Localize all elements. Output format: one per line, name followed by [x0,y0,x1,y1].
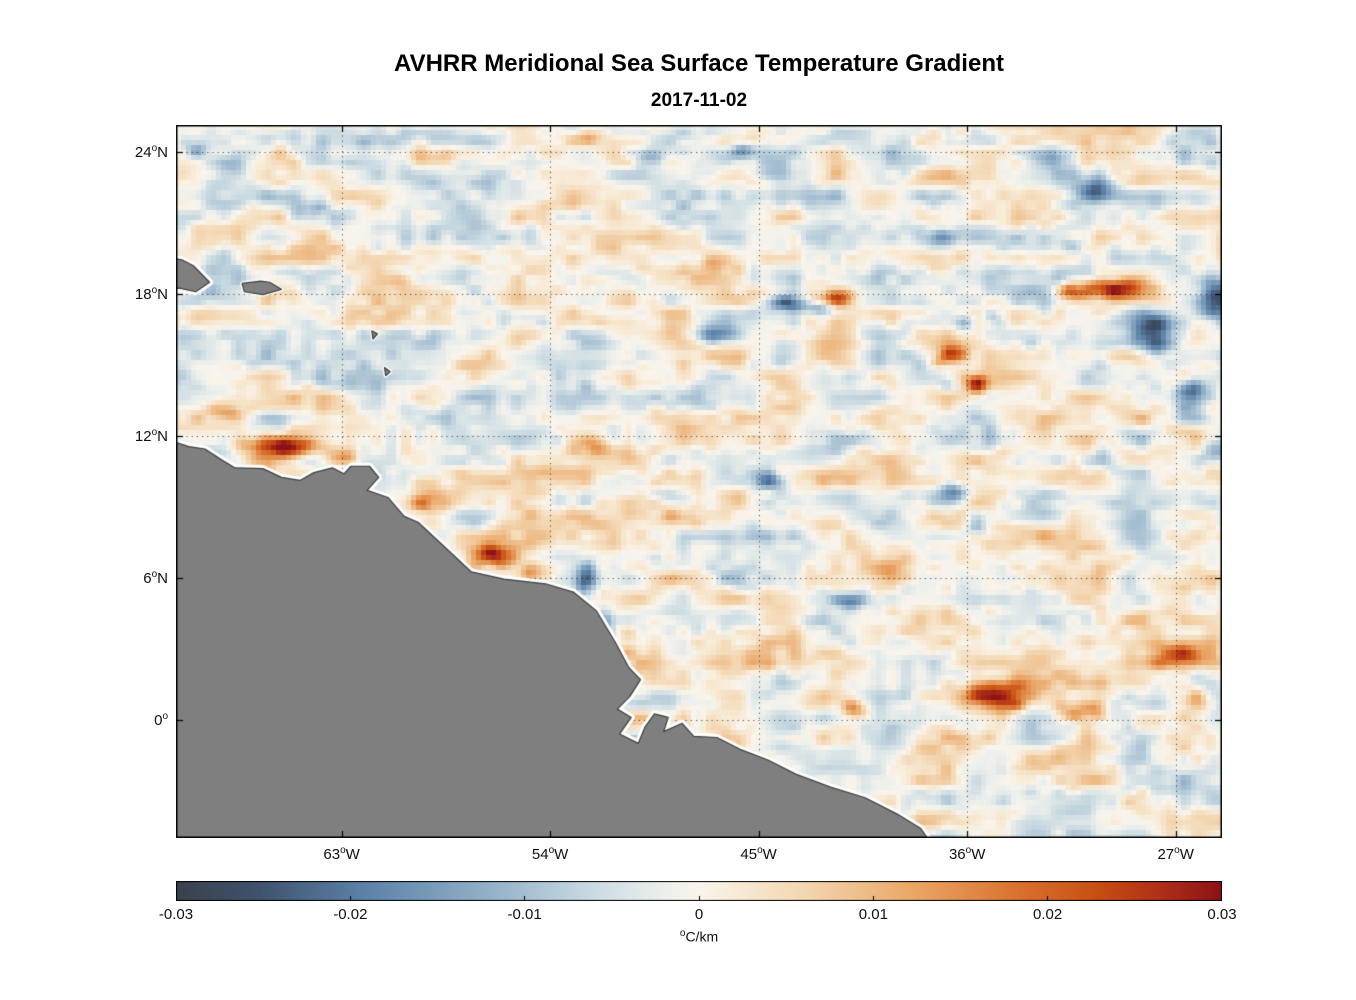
xtick-label-45W: 45oW [740,845,777,863]
xtick-label-36W: 36oW [948,845,986,863]
colorbar-tick-label-0.02: 0.02 [1033,906,1063,923]
xtick-label-63W: 63oW [323,845,360,863]
chart-title: AVHRR Meridional Sea Surface Temperature… [394,50,1004,77]
map-plot [176,125,1222,838]
unit-text: C/km [685,928,719,945]
colorbar-tick-label--0.03: -0.03 [158,906,194,923]
colorbar-tick-label--0.01: -0.01 [507,906,542,923]
ytick-label-18N: 18oN [134,285,168,304]
colorbar [176,881,1222,901]
ytick-label-0: 0o [154,710,168,729]
ytick-label-12N: 12oN [134,426,168,445]
ytick-label-24N: 24oN [134,143,168,162]
colorbar-unit-label: oC/km [599,928,799,945]
chart-subtitle: 2017-11-02 [650,90,748,111]
colorbar-tick-label-0.01: 0.01 [858,906,888,923]
unit-degree-superscript: o [679,928,686,939]
colorbar-tick-label--0.02: -0.02 [333,906,368,923]
xtick-label-54W: 54oW [531,845,569,863]
colorbar-tick-label-0.03: 0.03 [1207,906,1237,923]
xtick-label-27W: 27oW [1157,845,1194,863]
colorbar-tick-label-0: 0 [694,906,704,923]
sst-gradient-heatmap [176,125,1222,838]
ytick-label-6N: 6oN [143,568,168,587]
